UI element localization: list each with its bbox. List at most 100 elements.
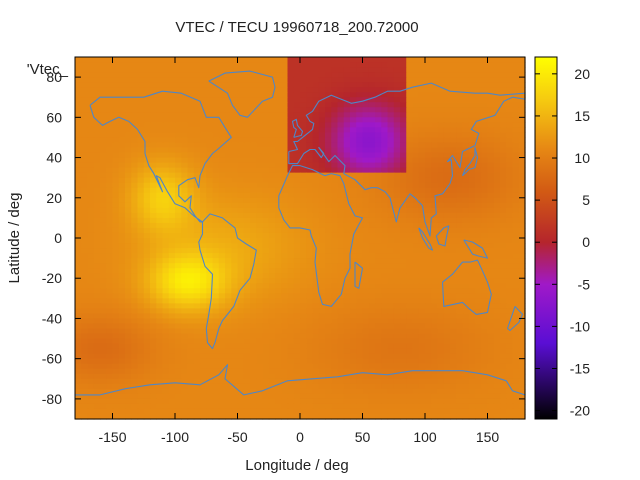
heatmap-cell [500,263,507,269]
heatmap-cell [406,323,414,330]
heatmap-cell [118,57,126,63]
heatmap-cell [75,192,82,199]
heatmap-cell [150,62,157,68]
heatmap-cell [362,157,370,164]
heatmap-cell [406,167,414,174]
heatmap-cell [262,132,270,139]
heatmap-cell [112,318,120,325]
heatmap-cell [181,258,189,264]
heatmap-cell [200,363,207,370]
heatmap-cell [193,313,201,320]
heatmap-cell [337,308,345,315]
heatmap-cell [212,57,220,63]
heatmap-cell [362,207,370,214]
heatmap-cell [487,222,495,229]
heatmap-cell [143,132,151,139]
heatmap-cell [237,162,245,169]
heatmap-cell [350,182,357,189]
heatmap-cell [381,368,389,375]
heatmap-cell [493,268,501,274]
heatmap-cell [125,263,132,269]
heatmap-cell [325,243,332,249]
heatmap-cell [450,217,457,224]
heatmap-cell [200,162,207,169]
heatmap-cell [500,167,507,174]
heatmap-cell [106,373,114,380]
heatmap-cell [412,328,420,335]
heatmap-cell [318,182,326,189]
heatmap-cell [481,398,489,405]
heatmap-cell [337,323,345,330]
heatmap-cell [456,192,464,199]
heatmap-cell [300,167,307,174]
heatmap-cell [243,92,251,98]
heatmap-cell [362,72,370,78]
heatmap-cell [506,393,514,400]
heatmap-cell [143,308,151,315]
heatmap-cell [256,278,264,284]
heatmap-cell [118,263,126,269]
heatmap-cell [162,217,170,224]
heatmap-cell [431,388,439,395]
heatmap-cell [131,368,139,375]
heatmap-cell [212,388,220,395]
heatmap-cell [225,62,232,68]
heatmap-cell [312,117,320,123]
heatmap-cell [250,192,257,199]
heatmap-cell [481,248,489,254]
heatmap-cell [100,197,107,204]
heatmap-cell [106,177,114,184]
heatmap-cell [212,253,220,259]
heatmap-cell [450,77,457,83]
heatmap-cell [506,338,514,345]
heatmap-cell [212,107,220,113]
heatmap-cell [425,142,432,149]
heatmap-cell [425,298,432,304]
heatmap-cell [325,373,332,380]
heatmap-cell [218,238,226,244]
heatmap-cell [162,77,170,83]
heatmap-cell [125,398,132,405]
heatmap-cell [437,383,445,390]
heatmap-cell [300,333,307,340]
heatmap-cell [193,283,201,289]
heatmap-cell [387,318,395,325]
heatmap-cell [318,187,326,194]
heatmap-cell [312,57,320,63]
heatmap-cell [343,313,351,320]
heatmap-cell [81,368,89,375]
heatmap-cell [306,338,314,345]
heatmap-cell [412,293,420,299]
heatmap-cell [250,378,257,385]
heatmap-cell [293,358,301,365]
heatmap-cell [143,172,151,179]
heatmap-cell [300,353,307,360]
heatmap-cell [100,318,107,325]
heatmap-cell [475,232,482,239]
heatmap-cell [193,232,201,239]
heatmap-cell [350,238,357,244]
heatmap-cell [493,383,501,390]
heatmap-cell [468,97,476,103]
heatmap-cell [162,363,170,370]
heatmap-cell [381,187,389,194]
heatmap-cell [343,323,351,330]
heatmap-cell [131,278,139,284]
heatmap-cell [506,162,514,169]
heatmap-cell [468,253,476,259]
heatmap-cell [300,243,307,249]
heatmap-cell [256,102,264,108]
heatmap-cell [256,378,264,385]
heatmap-cell [406,353,414,360]
heatmap-cell [181,308,189,315]
heatmap-cell [206,102,214,108]
heatmap-cell [175,248,182,254]
heatmap-cell [306,77,314,83]
heatmap-cell [462,328,470,335]
heatmap-cell [268,202,276,209]
heatmap-cell [493,293,501,299]
heatmap-cell [118,353,126,360]
heatmap-cell [387,253,395,259]
heatmap-cell [306,268,314,274]
heatmap-cell [156,383,164,390]
